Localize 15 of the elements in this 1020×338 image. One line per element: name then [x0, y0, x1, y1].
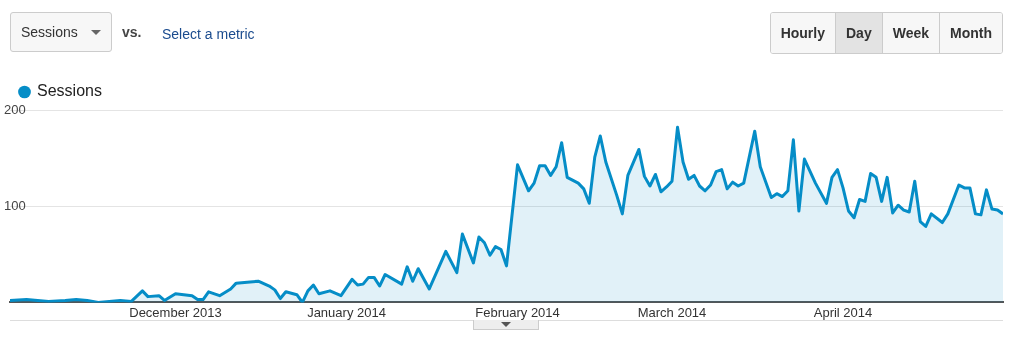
x-tick-label: January 2014 [307, 304, 386, 320]
text: Hourly [770, 13, 836, 53]
y-tick-label: 200 [4, 101, 26, 117]
y-tick-label: 100 [4, 197, 26, 213]
x-tick-label: February 2014 [475, 304, 560, 320]
x-tick-label: April 2014 [813, 304, 873, 320]
legend-label: Sessions [37, 82, 102, 100]
text: Day [836, 13, 883, 53]
text: Sessions [21, 24, 78, 40]
text: Select a metric [162, 26, 255, 42]
text: vs. [122, 24, 142, 40]
x-tick-label: December 2013 [129, 304, 222, 320]
text: Month [940, 13, 1002, 53]
x-tick-label: March 2014 [637, 304, 707, 320]
text: Week [882, 13, 941, 53]
